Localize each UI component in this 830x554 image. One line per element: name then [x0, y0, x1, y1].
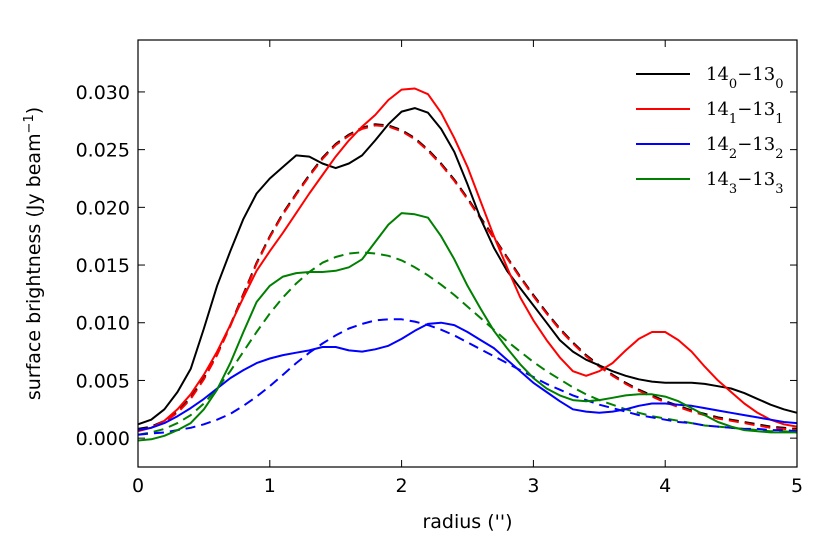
legend-subscript: 0: [729, 77, 737, 92]
legend-text: −13: [737, 134, 775, 155]
y-tick-label: 0.030: [76, 82, 130, 104]
legend-text: −13: [737, 64, 775, 85]
series-line: [137, 123, 798, 430]
x-tick-label: 4: [659, 475, 671, 497]
series-layer: [137, 87, 798, 442]
legend-label: 143−133: [706, 169, 783, 197]
y-tick-label: 0.020: [76, 197, 130, 219]
series-line: [137, 318, 798, 436]
legend-text: 14: [706, 64, 729, 85]
plot-frame: [137, 39, 798, 468]
legend-text: −13: [737, 169, 775, 190]
legend-item: 140−130: [636, 64, 783, 92]
legend-text: 14: [706, 169, 729, 190]
y-tick-label: 0.000: [76, 428, 130, 450]
legend-subscript: 3: [775, 182, 783, 197]
y-axis-label-main: surface brightness (Jy beam: [23, 133, 45, 400]
legend-text: 14: [706, 99, 729, 120]
legend-item: 143−133: [636, 169, 783, 197]
y-tick-label: 0.005: [76, 370, 130, 392]
legend-subscript: 3: [729, 182, 737, 197]
legend-subscript: 1: [729, 112, 737, 127]
legend-item: 142−132: [636, 134, 783, 162]
y-tick-label: 0.025: [76, 140, 130, 162]
x-tick-label: 5: [791, 475, 803, 497]
legend-label: 142−132: [706, 134, 783, 162]
x-tick-label: 0: [132, 475, 144, 497]
series-line: [137, 87, 798, 433]
legend-subscript: 2: [775, 147, 783, 162]
x-axis-label: radius (''): [422, 511, 512, 533]
x-tick-label: 2: [396, 475, 408, 497]
legend-label: 140−130: [706, 64, 783, 92]
x-tick-label: 1: [264, 475, 276, 497]
series-line: [137, 107, 798, 426]
y-axis-label-exponent: −1: [22, 114, 37, 133]
y-axis-label-close: ): [23, 107, 45, 114]
y-axis-label: surface brightness (Jy beam−1): [22, 107, 46, 400]
legend-text: 14: [706, 134, 729, 155]
legend-label: 141−131: [706, 99, 783, 127]
y-tick-label: 0.015: [76, 255, 130, 277]
series-line: [137, 212, 797, 442]
y-tick-label: 0.010: [76, 313, 130, 335]
legend-subscript: 0: [775, 77, 783, 92]
legend-subscript: 2: [729, 147, 737, 162]
legend-subscript: 1: [775, 112, 783, 127]
ticks-layer: 0 1 2 3 4 5 0.000 0.005 0.010 0.015 0.020 0.025 0.03…: [76, 40, 803, 497]
x-tick-label: 3: [527, 475, 539, 497]
series-line: [137, 124, 798, 432]
legend-item: 141−131: [636, 99, 783, 127]
legend-text: −13: [737, 99, 775, 120]
